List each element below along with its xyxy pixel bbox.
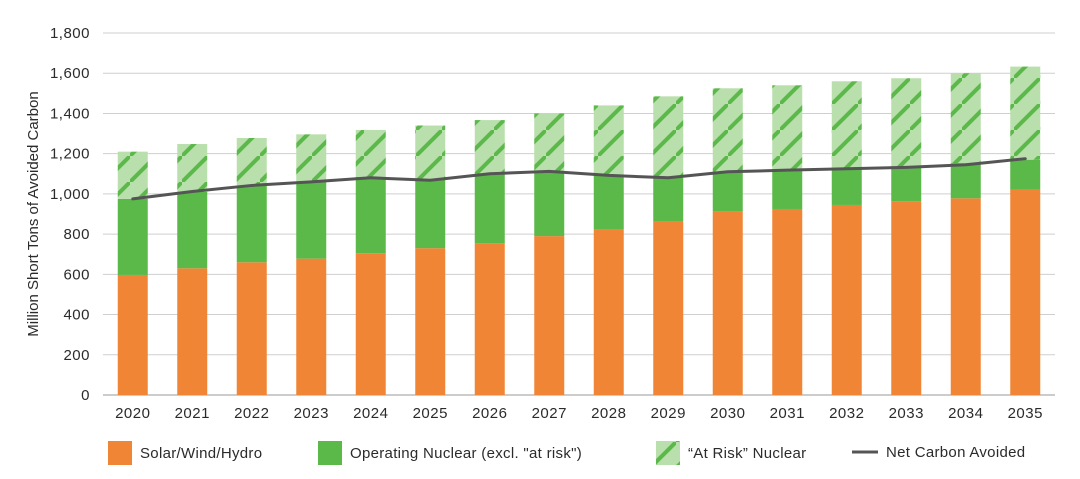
- x-tick-label: 2034: [948, 405, 983, 422]
- bar-at-risk-nuclear: [355, 129, 386, 177]
- bar-solar-wind-hydro: [1010, 189, 1041, 395]
- bar-at-risk-nuclear: [831, 81, 862, 169]
- bar-solar-wind-hydro: [474, 243, 505, 395]
- bar-solar-wind-hydro: [415, 248, 446, 395]
- y-tick-label: 400: [63, 307, 90, 324]
- legend: Solar/Wind/Hydro Operating Nuclear (excl.…: [108, 441, 1025, 465]
- y-tick-label: 1,600: [50, 65, 90, 82]
- bar-operating-nuclear: [474, 173, 505, 244]
- bar-operating-nuclear: [1010, 159, 1041, 190]
- y-axis: 0 200 400 600 800 1,000 1,200 1,400 1,600 1,800: [50, 25, 90, 404]
- legend-label: Solar/Wind/Hydro: [140, 445, 262, 462]
- legend-swatch: [656, 441, 680, 465]
- y-tick-label: 800: [63, 226, 90, 243]
- x-tick-label: 2028: [591, 405, 626, 422]
- bar-at-risk-nuclear: [236, 137, 267, 186]
- y-tick-label: 600: [63, 266, 90, 283]
- x-tick-label: 2035: [1008, 405, 1043, 422]
- bar-at-risk-nuclear: [1010, 66, 1041, 160]
- bar-operating-nuclear: [831, 168, 862, 205]
- bar-solar-wind-hydro: [534, 236, 565, 395]
- bar-operating-nuclear: [653, 177, 684, 222]
- y-tick-label: 1,000: [50, 186, 90, 203]
- bar-solar-wind-hydro: [593, 229, 624, 395]
- bar-at-risk-nuclear: [534, 113, 565, 172]
- bar-operating-nuclear: [296, 181, 327, 259]
- bar-solar-wind-hydro: [177, 268, 208, 395]
- x-tick-label: 2031: [770, 405, 805, 422]
- legend-label: Operating Nuclear (excl. "at risk"): [350, 445, 582, 462]
- x-tick-label: 2032: [829, 405, 864, 422]
- bar-solar-wind-hydro: [712, 211, 743, 395]
- bar-solar-wind-hydro: [891, 201, 922, 395]
- bar-operating-nuclear: [891, 167, 922, 202]
- bar-at-risk-nuclear: [474, 120, 505, 174]
- bar-at-risk-nuclear: [117, 151, 148, 199]
- x-axis: 2020 2021 2022 2023 2024 2025 2026 2027 2028 2029…: [115, 405, 1043, 422]
- x-tick-label: 2024: [353, 405, 388, 422]
- bar-solar-wind-hydro: [653, 221, 684, 395]
- bar-at-risk-nuclear: [772, 85, 803, 170]
- legend-swatch: [318, 441, 342, 465]
- bar-operating-nuclear: [772, 169, 803, 209]
- y-tick-label: 1,800: [50, 25, 90, 42]
- bar-solar-wind-hydro: [355, 253, 386, 395]
- y-tick-label: 1,200: [50, 146, 90, 163]
- x-tick-label: 2029: [651, 405, 686, 422]
- y-axis-title: Million Short Tons of Avoided Carbon: [25, 91, 42, 336]
- bar-operating-nuclear: [950, 163, 981, 199]
- x-tick-label: 2033: [889, 405, 924, 422]
- net-carbon-line: [131, 157, 1027, 201]
- line-net-carbon-avoided: [131, 157, 1027, 201]
- y-tick-label: 1,400: [50, 105, 90, 122]
- bar-operating-nuclear: [117, 198, 148, 275]
- bar-solar-wind-hydro: [296, 258, 327, 395]
- bar-at-risk-nuclear: [891, 78, 922, 168]
- bar-at-risk-nuclear: [950, 73, 981, 164]
- bar-operating-nuclear: [593, 175, 624, 230]
- bar-operating-nuclear: [415, 178, 446, 249]
- bar-operating-nuclear: [712, 171, 743, 212]
- bar-solar-wind-hydro: [236, 262, 267, 395]
- x-tick-label: 2020: [115, 405, 150, 422]
- bar-at-risk-nuclear: [415, 125, 446, 179]
- bar-operating-nuclear: [534, 171, 565, 237]
- bar-solar-wind-hydro: [950, 198, 981, 395]
- x-tick-label: 2023: [294, 405, 329, 422]
- x-tick-label: 2030: [710, 405, 745, 422]
- bar-solar-wind-hydro: [831, 204, 862, 395]
- bar-at-risk-nuclear: [177, 144, 208, 192]
- legend-label: “At Risk” Nuclear: [688, 445, 806, 462]
- bar-at-risk-nuclear: [712, 88, 743, 172]
- bar-operating-nuclear: [355, 176, 386, 254]
- x-tick-label: 2026: [472, 405, 507, 422]
- bar-at-risk-nuclear: [653, 96, 684, 178]
- bar-solar-wind-hydro: [772, 208, 803, 395]
- bar-operating-nuclear: [236, 185, 267, 263]
- bar-operating-nuclear: [177, 191, 208, 269]
- y-tick-label: 0: [81, 387, 90, 404]
- x-tick-label: 2022: [234, 405, 269, 422]
- legend-swatch: [108, 441, 132, 465]
- bar-solar-wind-hydro: [117, 274, 148, 395]
- y-tick-label: 200: [63, 347, 90, 364]
- bars: [117, 66, 1041, 395]
- bar-at-risk-nuclear: [593, 105, 624, 176]
- x-tick-label: 2027: [532, 405, 567, 422]
- legend-label: Net Carbon Avoided: [886, 444, 1025, 461]
- x-tick-label: 2021: [175, 405, 210, 422]
- x-tick-label: 2025: [413, 405, 448, 422]
- bar-at-risk-nuclear: [296, 134, 327, 182]
